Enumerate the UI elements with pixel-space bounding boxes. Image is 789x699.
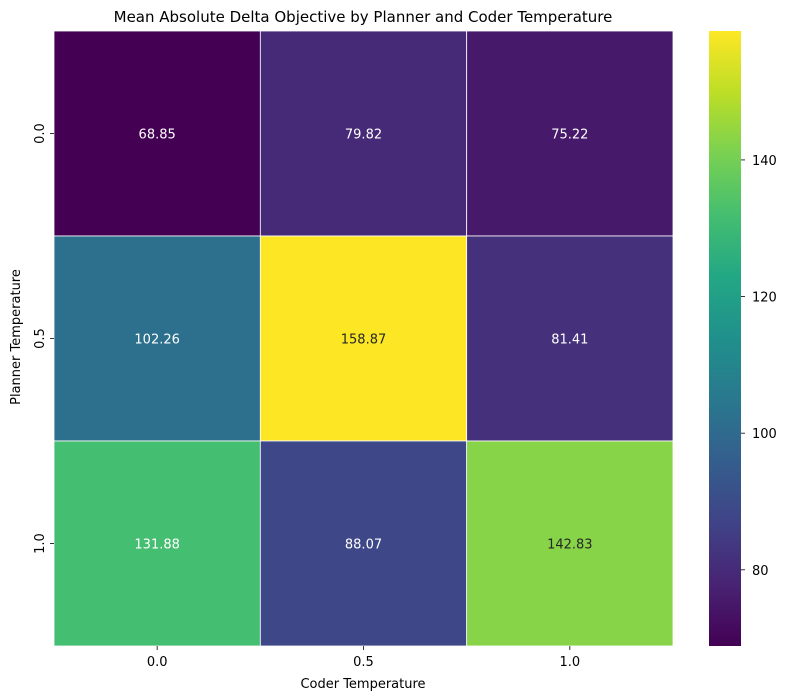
cell-value-label: 102.26	[134, 333, 180, 348]
cell-value-label: 75.22	[551, 128, 588, 143]
colorbar-tick-label: 80	[752, 564, 769, 579]
colorbar-ticks: 80 100 120 140	[741, 154, 777, 579]
cell-value-label: 142.83	[547, 538, 593, 553]
x-tick-label: 0.0	[147, 655, 168, 670]
y-tick-label: 0.0	[33, 123, 48, 144]
x-tick-label: 0.5	[353, 655, 374, 670]
cell-value-label: 158.87	[341, 333, 387, 348]
colorbar-tick-label: 120	[752, 291, 777, 306]
x-tick-label: 1.0	[559, 655, 580, 670]
y-tick-label: 1.0	[33, 533, 48, 554]
cell-value-label: 88.07	[345, 538, 382, 553]
heatmap-cell	[53, 235, 261, 442]
x-axis-label: Coder Temperature	[300, 677, 425, 692]
colorbar	[709, 31, 741, 646]
y-axis-label: Planner Temperature	[9, 269, 24, 405]
chart-title: Mean Absolute Delta Objective by Planner…	[114, 8, 613, 26]
y-tick-label: 0.5	[33, 328, 48, 349]
heatmap-cell	[53, 30, 261, 237]
cell-value-label: 79.82	[345, 128, 382, 143]
colorbar-tick-label: 100	[752, 427, 777, 442]
heatmap-cell	[466, 235, 674, 442]
x-axis: 0.0 0.5 1.0	[147, 646, 580, 670]
y-axis: 0.0 0.5 1.0	[33, 123, 54, 554]
heatmap-cells	[53, 30, 674, 647]
heatmap-cell	[259, 235, 468, 442]
heatmap-cell	[53, 440, 261, 647]
heatmap-cell	[259, 30, 468, 237]
cell-value-label: 68.85	[139, 128, 176, 143]
heatmap-cell-labels: 68.85 79.82 75.22 102.26 158.87 81.41 131.88 88…	[134, 128, 592, 553]
cell-value-label: 131.88	[134, 538, 180, 553]
heatmap-cell	[466, 30, 674, 237]
colorbar-tick-label: 140	[752, 154, 777, 169]
heatmap-cell	[259, 440, 468, 647]
cell-value-label: 81.41	[551, 333, 588, 348]
